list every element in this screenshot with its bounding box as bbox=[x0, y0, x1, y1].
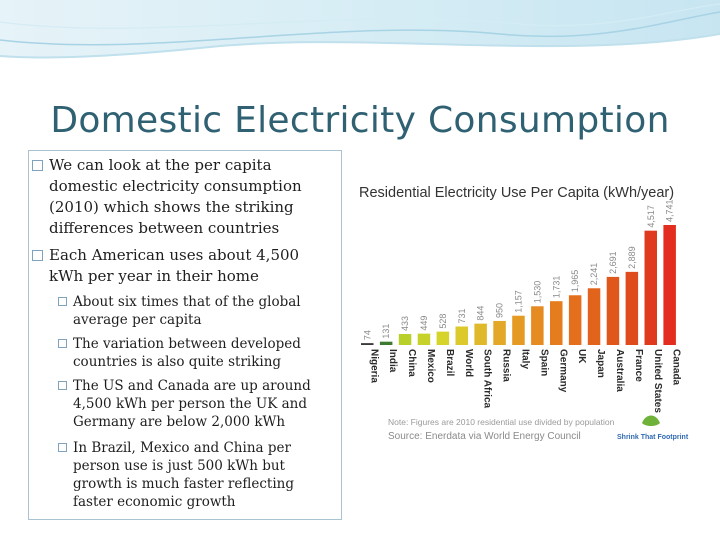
bullet-text: In Brazil, Mexico and China per person u… bbox=[73, 440, 294, 510]
category-label: Mexico bbox=[425, 349, 436, 383]
chart-title: Residential Electricity Use Per Capita (… bbox=[359, 185, 674, 201]
category-label: India bbox=[387, 349, 398, 373]
bar-value-label: 1,530 bbox=[532, 281, 542, 304]
bar-value-label: 1,965 bbox=[570, 270, 580, 293]
category-label: Australia bbox=[614, 349, 625, 392]
bar-france bbox=[625, 271, 639, 345]
sub-bullet-item: The variation between developed countrie… bbox=[58, 335, 328, 371]
sub-bullet-item: The US and Canada are up around 4,500 kW… bbox=[58, 377, 328, 431]
category-label: Italy bbox=[519, 349, 530, 369]
bullet-square-icon bbox=[32, 160, 43, 171]
bullet-square-icon bbox=[58, 381, 67, 390]
category-label: France bbox=[633, 349, 644, 382]
bar-value-label: 1,731 bbox=[551, 276, 561, 299]
bar-united-states bbox=[644, 230, 657, 345]
bullet-text: About six times that of the global avera… bbox=[73, 294, 301, 328]
bar-value-label: 2,241 bbox=[589, 263, 599, 286]
bar-value-label: 449 bbox=[419, 316, 429, 331]
bar-brazil bbox=[436, 331, 450, 345]
bar-india bbox=[379, 341, 393, 345]
bar-value-label: 4,517 bbox=[646, 205, 656, 228]
bar-south-africa bbox=[474, 323, 487, 345]
bar-japan bbox=[587, 288, 601, 345]
leaf-icon bbox=[642, 415, 660, 426]
bullet-square-icon bbox=[58, 339, 67, 348]
category-label: UK bbox=[576, 349, 587, 364]
bar-mexico bbox=[417, 333, 431, 345]
residential-electricity-chart: Residential Electricity Use Per Capita (… bbox=[355, 175, 700, 445]
bar-value-label: 2,889 bbox=[627, 246, 637, 269]
category-label: United States bbox=[652, 349, 663, 413]
category-label: Germany bbox=[557, 349, 568, 393]
category-label: Nigeria bbox=[368, 349, 379, 383]
bar-value-label: 4,741 bbox=[665, 199, 675, 222]
category-label: Canada bbox=[671, 349, 682, 386]
bar-value-label: 433 bbox=[400, 316, 410, 331]
bullet-text: Each American uses about 4,500 kWh per y… bbox=[49, 246, 300, 285]
chart-image: Residential Electricity Use Per Capita (… bbox=[355, 175, 700, 445]
chart-note: Note: Figures are 2010 residential use d… bbox=[388, 417, 615, 427]
category-label: Brazil bbox=[444, 349, 455, 376]
chart-source: Source: Enerdata via World Energy Counci… bbox=[388, 431, 581, 442]
bullet-text-box: We can look at the per capita domestic e… bbox=[28, 150, 342, 520]
bar-value-label: 1,157 bbox=[513, 290, 523, 313]
bar-uk bbox=[568, 295, 582, 345]
bar-value-label: 950 bbox=[495, 303, 505, 318]
bullet-item: Each American uses about 4,500 kWh per y… bbox=[32, 245, 322, 287]
bullet-square-icon bbox=[58, 297, 67, 306]
bar-value-label: 2,691 bbox=[608, 251, 618, 274]
bar-australia bbox=[606, 276, 620, 345]
bar-china bbox=[398, 334, 412, 345]
sub-bullet-item: In Brazil, Mexico and China per person u… bbox=[58, 439, 328, 511]
bar-value-label: 731 bbox=[457, 308, 467, 323]
category-label: World bbox=[463, 349, 474, 377]
bullet-square-icon bbox=[58, 443, 67, 452]
bullet-item: We can look at the per capita domestic e… bbox=[32, 155, 332, 239]
category-label: South Africa bbox=[482, 349, 493, 409]
bullet-text: The variation between developed countrie… bbox=[73, 336, 301, 370]
bar-italy bbox=[512, 315, 525, 345]
bar-russia bbox=[493, 320, 506, 345]
category-label: Spain bbox=[538, 349, 549, 376]
category-label: Japan bbox=[595, 349, 606, 378]
bar-value-label: 131 bbox=[381, 324, 391, 339]
bullet-text: The US and Canada are up around 4,500 kW… bbox=[73, 378, 311, 430]
bar-germany bbox=[550, 301, 563, 345]
bar-world bbox=[455, 326, 468, 345]
brand-name: Shrink That Footprint bbox=[617, 434, 689, 441]
bar-value-label: 844 bbox=[476, 306, 486, 321]
bar-spain bbox=[531, 306, 544, 345]
bullet-text: We can look at the per capita domestic e… bbox=[49, 156, 302, 237]
brand-logo: Shrink That Footprint bbox=[617, 415, 689, 441]
category-label: China bbox=[406, 349, 417, 377]
bar-value-label: 74 bbox=[362, 330, 372, 340]
slide-title: Domestic Electricity Consumption bbox=[50, 100, 670, 141]
decorative-banner bbox=[0, 0, 720, 80]
bullet-square-icon bbox=[32, 250, 43, 261]
bar-nigeria bbox=[361, 343, 374, 345]
sub-bullet-item: About six times that of the global avera… bbox=[58, 293, 328, 329]
bar-value-label: 528 bbox=[438, 314, 448, 329]
category-label: Russia bbox=[501, 349, 512, 382]
bar-canada bbox=[663, 225, 676, 345]
